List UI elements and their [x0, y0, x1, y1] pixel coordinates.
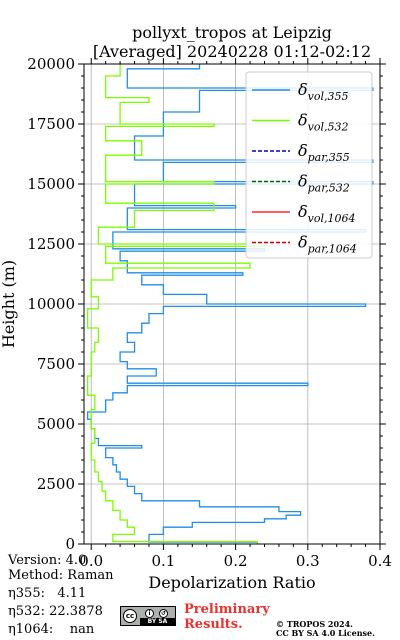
legend-label: δpar,1064	[298, 233, 357, 256]
x-tick-label: 0.4	[368, 552, 392, 570]
legend-series-name: vol,1064	[308, 212, 356, 225]
legend-series-name: par,532	[308, 182, 350, 195]
legend-label: δvol,532	[298, 111, 349, 134]
y-tick-label: 10000	[27, 295, 75, 313]
y-tick-label: 5000	[37, 415, 75, 433]
cc-icon: cc	[123, 609, 137, 623]
chart-subtitle: [Averaged] 20240228 01:12-02:12	[93, 42, 371, 61]
legend-label: δpar,355	[298, 141, 350, 164]
axis-ticks: 0.0 0.1 0.2 0.3 0.4 0 2500 5000 7500 10000 12500 15…	[27, 55, 392, 570]
series-line-vol-532	[86, 64, 266, 544]
series-line-vol-355	[86, 64, 374, 544]
chart-title: pollyxt_tropos at Leipzig	[132, 23, 332, 42]
eta355-text: η355: 4.11	[8, 586, 87, 601]
copyright-line-1: © TROPOS 2024.	[276, 619, 353, 629]
by-icon: i	[145, 609, 154, 618]
preliminary-notice: Preliminary Results.	[184, 602, 270, 632]
y-tick-label: 0	[65, 535, 75, 553]
eta532-text: η532: 22.3878	[8, 604, 103, 619]
y-axis-label: Height (m)	[0, 260, 18, 348]
x-tick-label: 0.1	[151, 552, 175, 570]
y-tick-label: 12500	[27, 235, 75, 253]
copyright-line-2: CC BY SA 4.0 License.	[276, 628, 375, 638]
y-tick-label: 2500	[37, 475, 75, 493]
legend: δvol,355 δvol,532 δpar,355 δpar,532 δvol,106…	[245, 71, 373, 259]
y-tick-label: 15000	[27, 175, 75, 193]
y-tick-label: 7500	[37, 355, 75, 373]
preliminary-line-1: Preliminary	[184, 602, 270, 617]
x-tick-label: 0.2	[224, 552, 248, 570]
legend-series-name: vol,355	[308, 90, 349, 103]
legend-label: δvol,355	[298, 80, 349, 103]
legend-label: δpar,532	[298, 172, 350, 195]
sa-icon: ↺	[159, 609, 168, 618]
legend-series-name: par,1064	[308, 243, 357, 256]
legend-series-name: par,355	[308, 151, 350, 164]
preliminary-line-2: Results.	[184, 617, 243, 632]
depolarization-chart: pollyxt_tropos at Leipzig [Averaged] 202…	[0, 23, 392, 592]
license-badge-text: BY SA	[140, 618, 175, 625]
x-tick-label: 0.3	[296, 552, 320, 570]
method-text: Method: Raman	[8, 568, 114, 583]
y-tick-label: 20000	[27, 55, 75, 73]
eta1064-text: η1064: nan	[8, 622, 95, 637]
cc-license-badge: cc i ↺ BY SA	[120, 606, 176, 626]
copyright-notice: © TROPOS 2024. CC BY SA 4.0 License.	[276, 620, 375, 638]
x-axis-label: Depolarization Ratio	[148, 573, 315, 592]
y-tick-label: 17500	[27, 115, 75, 133]
legend-series-name: vol,532	[308, 121, 349, 134]
series-layer	[86, 64, 374, 544]
version-text: Version: 4.0	[8, 553, 87, 568]
legend-label: δvol,1064	[298, 202, 356, 225]
x-tick-label: 0.0	[79, 552, 103, 570]
